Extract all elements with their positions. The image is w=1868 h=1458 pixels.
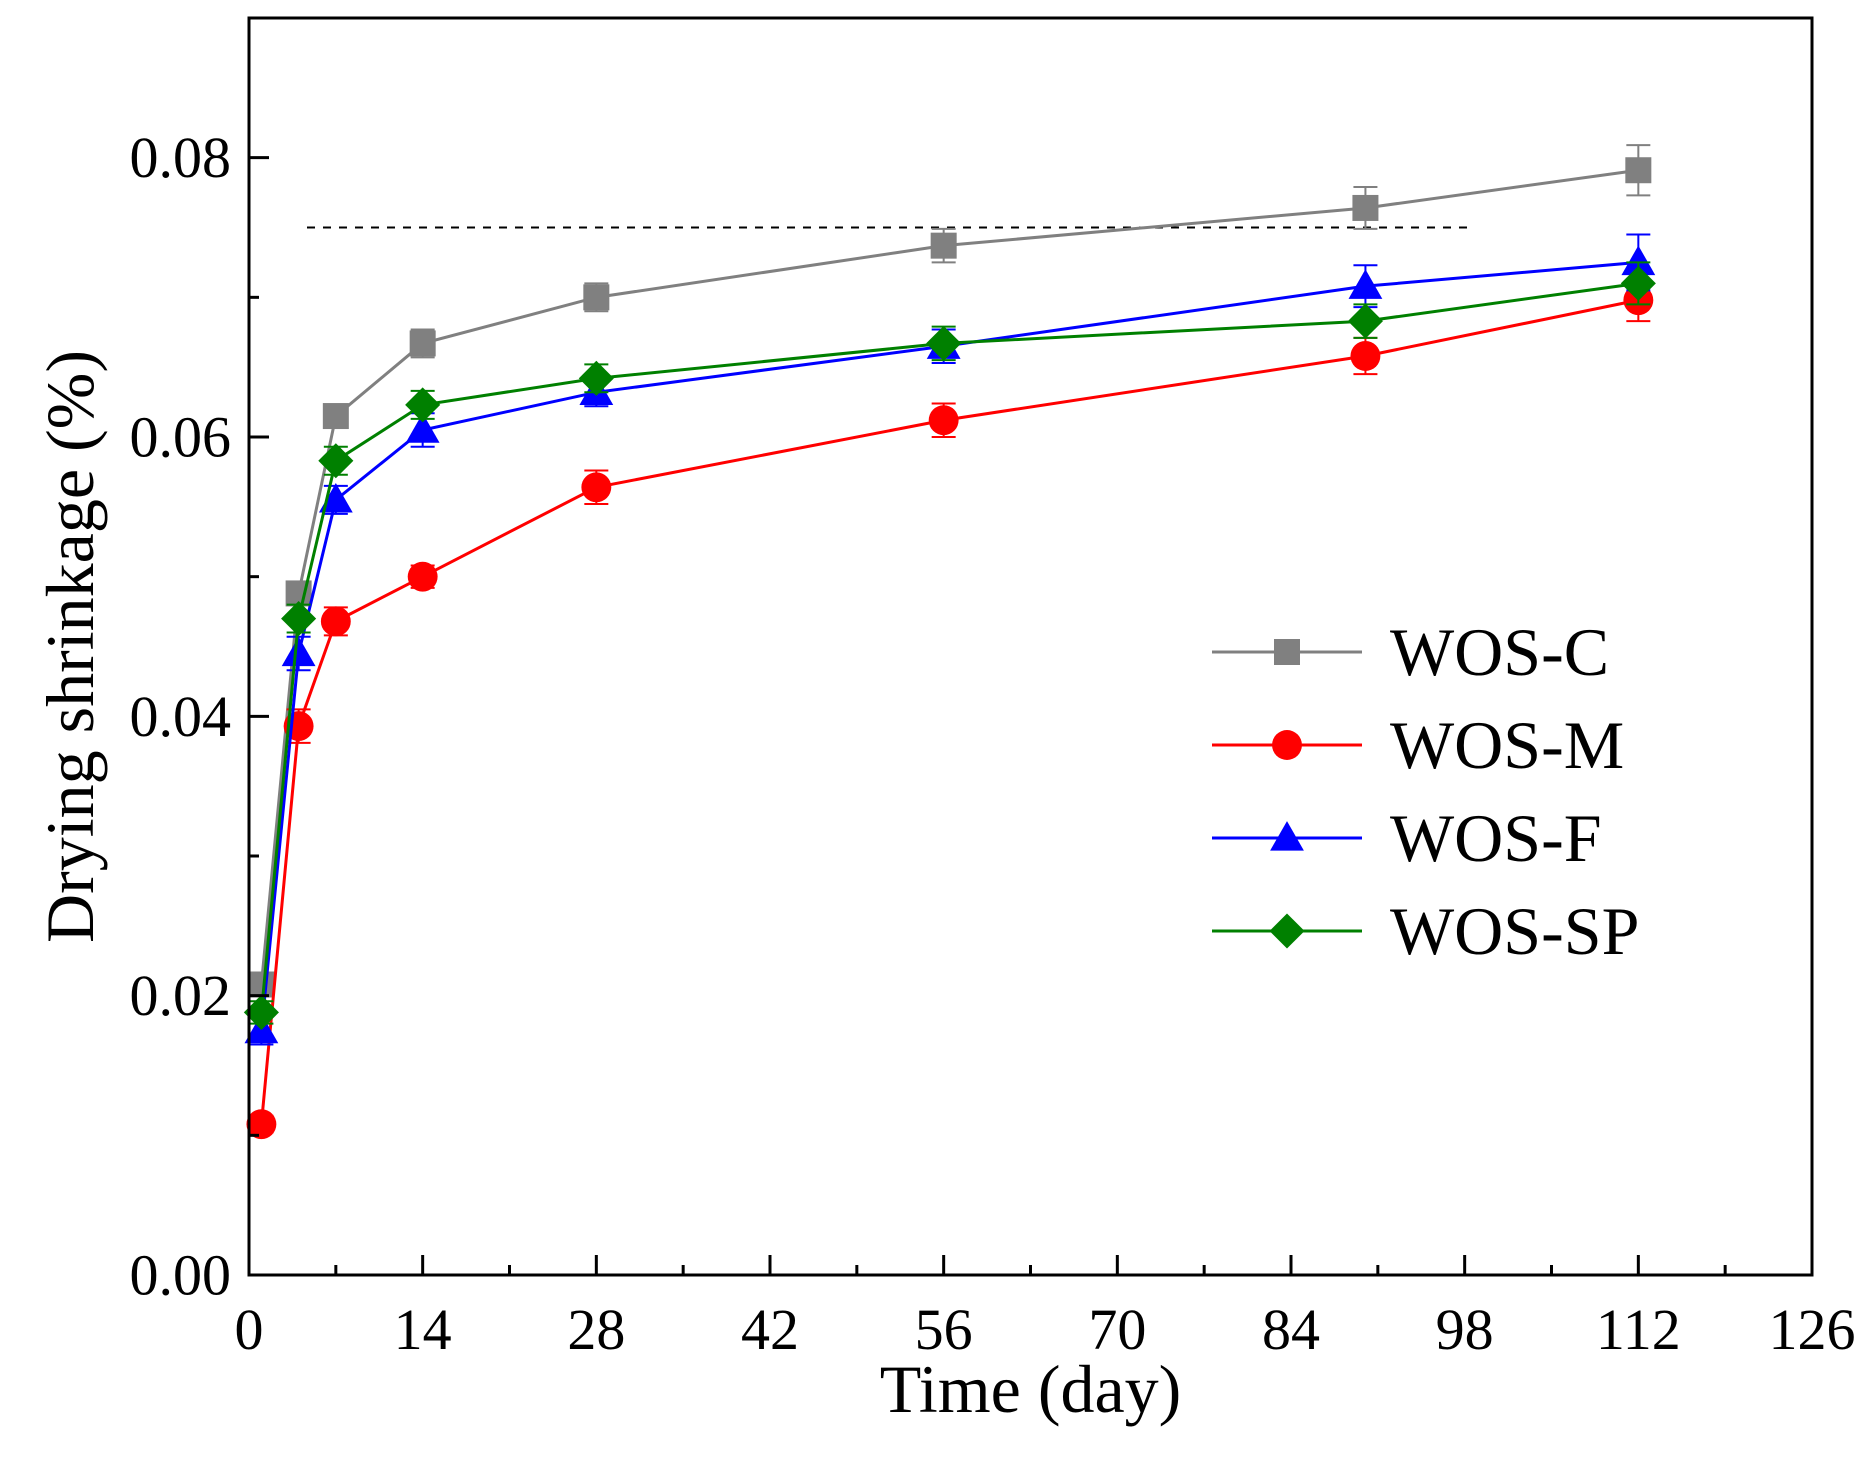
series-wos-c — [248, 144, 1652, 998]
legend-marker — [1272, 730, 1302, 760]
legend-label: WOS-M — [1390, 707, 1624, 783]
x-tick-label: 28 — [567, 1297, 625, 1362]
legend-marker — [1270, 821, 1304, 851]
data-point — [248, 971, 275, 998]
x-tick-label: 84 — [1262, 1297, 1320, 1362]
legend-item-wos-sp: WOS-SP — [1212, 893, 1639, 969]
y-tick-label: 0.00 — [130, 1243, 232, 1308]
x-tick-label: 70 — [1088, 1297, 1146, 1362]
x-tick-label: 112 — [1596, 1297, 1681, 1362]
x-tick-label: 126 — [1769, 1297, 1856, 1362]
data-point — [1621, 245, 1656, 276]
data-point — [405, 387, 441, 423]
data-point — [409, 330, 436, 357]
data-point — [578, 360, 614, 396]
data-point — [281, 601, 317, 637]
series-line — [259, 168, 1639, 985]
y-axis-title: Drying shrinkage (%) — [32, 350, 108, 943]
data-point — [1620, 265, 1656, 301]
legend-label: WOS-C — [1390, 614, 1609, 690]
data-point — [318, 443, 354, 479]
x-axis-title: Time (day) — [880, 1351, 1182, 1427]
x-tick-label: 42 — [741, 1297, 799, 1362]
x-tick-label: 14 — [394, 1297, 452, 1362]
data-point — [405, 413, 440, 443]
y-tick-label: 0.08 — [130, 125, 232, 190]
data-point — [318, 482, 353, 513]
legend-label: WOS-F — [1390, 800, 1602, 876]
series-layer — [243, 144, 1656, 1140]
axes-layer: 0 14 28 42 56 70 84 98 112 126 0.00 0.02 0.04 0.06 0.0… — [130, 125, 1856, 1362]
series-wos-sp — [243, 261, 1656, 1030]
legend-item-wos-c: WOS-C — [1212, 614, 1609, 690]
legend-label: WOS-SP — [1390, 893, 1639, 969]
legend-item-wos-f: WOS-F — [1212, 800, 1602, 876]
data-point — [583, 284, 610, 311]
x-tick-label: 0 — [235, 1297, 264, 1362]
legend: WOS-C WOS-M WOS-F WOS-SP — [1212, 614, 1639, 969]
y-tick-label: 0.06 — [130, 405, 232, 470]
data-point — [246, 1109, 277, 1140]
data-point — [928, 405, 959, 436]
data-point — [926, 325, 962, 361]
data-point — [930, 232, 957, 259]
data-point — [581, 472, 612, 503]
data-point — [1348, 269, 1383, 299]
y-tick-label: 0.04 — [130, 684, 232, 749]
data-point — [1352, 194, 1379, 221]
y-tick-label: 0.02 — [130, 963, 232, 1028]
data-point — [1347, 303, 1383, 339]
legend-marker — [1269, 913, 1305, 949]
x-tick-label: 98 — [1436, 1297, 1494, 1362]
series-line — [259, 281, 1639, 1013]
data-point — [1350, 341, 1381, 371]
data-point — [281, 636, 316, 667]
legend-item-wos-m: WOS-M — [1212, 707, 1624, 783]
data-point — [320, 606, 351, 637]
data-point — [243, 994, 279, 1030]
data-point — [322, 403, 349, 430]
data-point — [407, 561, 438, 592]
data-point — [1625, 157, 1652, 184]
x-tick-label: 56 — [915, 1297, 973, 1362]
legend-marker — [1274, 639, 1300, 665]
